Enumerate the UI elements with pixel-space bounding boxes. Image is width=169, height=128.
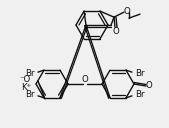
Text: Br: Br xyxy=(135,69,144,78)
Text: ⁻O: ⁻O xyxy=(20,76,31,84)
Text: O: O xyxy=(113,27,119,36)
Text: Br: Br xyxy=(26,69,35,78)
Text: O: O xyxy=(146,81,152,89)
Text: Br: Br xyxy=(135,90,144,99)
Text: Br: Br xyxy=(26,90,35,99)
Text: O: O xyxy=(82,76,88,84)
Text: K⁺: K⁺ xyxy=(21,83,31,93)
Text: O: O xyxy=(124,7,130,16)
